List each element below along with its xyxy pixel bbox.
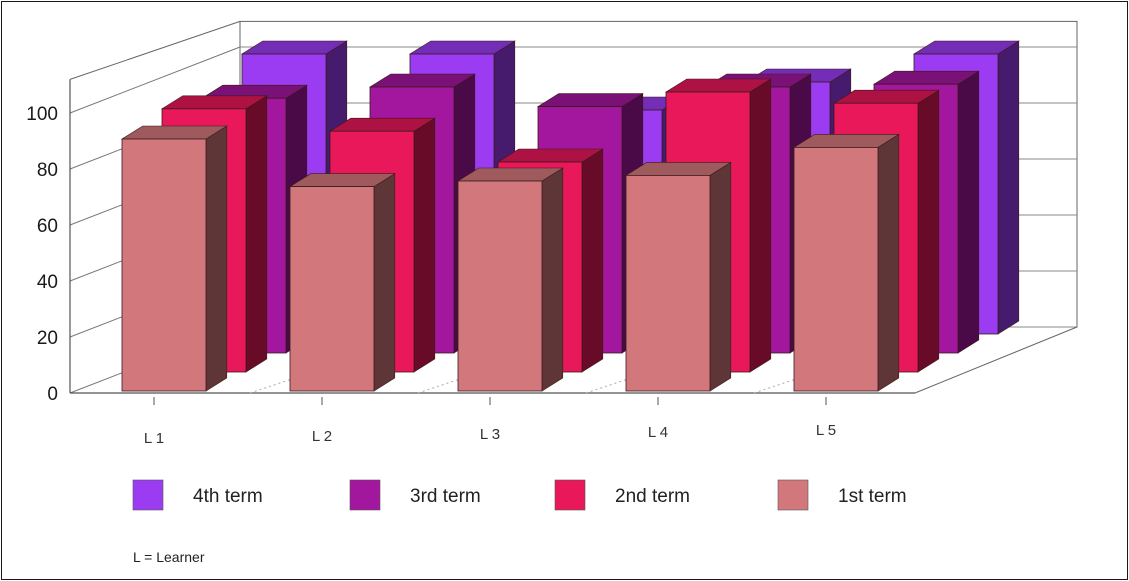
bar-side <box>749 78 772 373</box>
legend-item: 2nd term <box>554 479 690 511</box>
y-tick-label: 20 <box>37 328 58 349</box>
footnote: L = Learner <box>133 549 205 565</box>
bar-side <box>997 40 1020 335</box>
gridline-left <box>69 46 241 114</box>
y-tick-label: 60 <box>37 216 58 237</box>
bars-layer <box>120 40 1020 392</box>
legend-label: 4th term <box>193 486 263 507</box>
bar-side <box>877 133 900 392</box>
bar <box>121 138 207 392</box>
bar-side <box>413 117 436 373</box>
legend-swatch <box>554 479 586 511</box>
legend-item: 4th term <box>132 479 263 511</box>
bar <box>793 146 879 392</box>
y-tick-label: 40 <box>37 272 58 293</box>
category-label: L 2 <box>312 428 332 445</box>
floor-divider <box>585 372 647 394</box>
legend-swatch <box>132 479 164 511</box>
floor-divider <box>417 372 479 394</box>
bar-side <box>205 125 228 392</box>
category-label: L 3 <box>480 426 500 443</box>
legend-label: 1st term <box>838 486 907 507</box>
bar-side <box>373 173 396 392</box>
legend-item: 3rd term <box>349 479 481 511</box>
bar <box>457 180 543 392</box>
bar-side <box>581 148 604 373</box>
category-label: L 4 <box>648 424 668 441</box>
legend-swatch <box>349 479 381 511</box>
legend-swatch <box>777 479 809 511</box>
bar-side <box>541 167 564 392</box>
y-tick-label: 0 <box>47 384 58 405</box>
labels-layer: 0 20 40 60 80 100 L 1 L 2 L 3 L 4 L 5 4th term 3rd t… <box>26 104 907 511</box>
bar-side <box>709 161 732 392</box>
floor-right-edge <box>914 326 1078 394</box>
y-tick-label: 80 <box>37 160 58 181</box>
bar-side <box>245 95 268 373</box>
bar-side <box>957 70 980 354</box>
legend-label: 3rd term <box>410 486 481 507</box>
legend-item: 1st term <box>777 479 907 511</box>
bar <box>625 174 711 392</box>
legend-label: 2nd term <box>615 486 690 507</box>
y-tick-label: 100 <box>26 104 58 125</box>
floor-divider <box>249 372 311 394</box>
category-label: L 1 <box>144 430 164 447</box>
category-label: L 5 <box>816 422 836 439</box>
bar <box>289 186 375 392</box>
bar-side <box>917 89 940 373</box>
floor-divider <box>753 372 815 394</box>
wall-top-edge <box>69 20 241 80</box>
